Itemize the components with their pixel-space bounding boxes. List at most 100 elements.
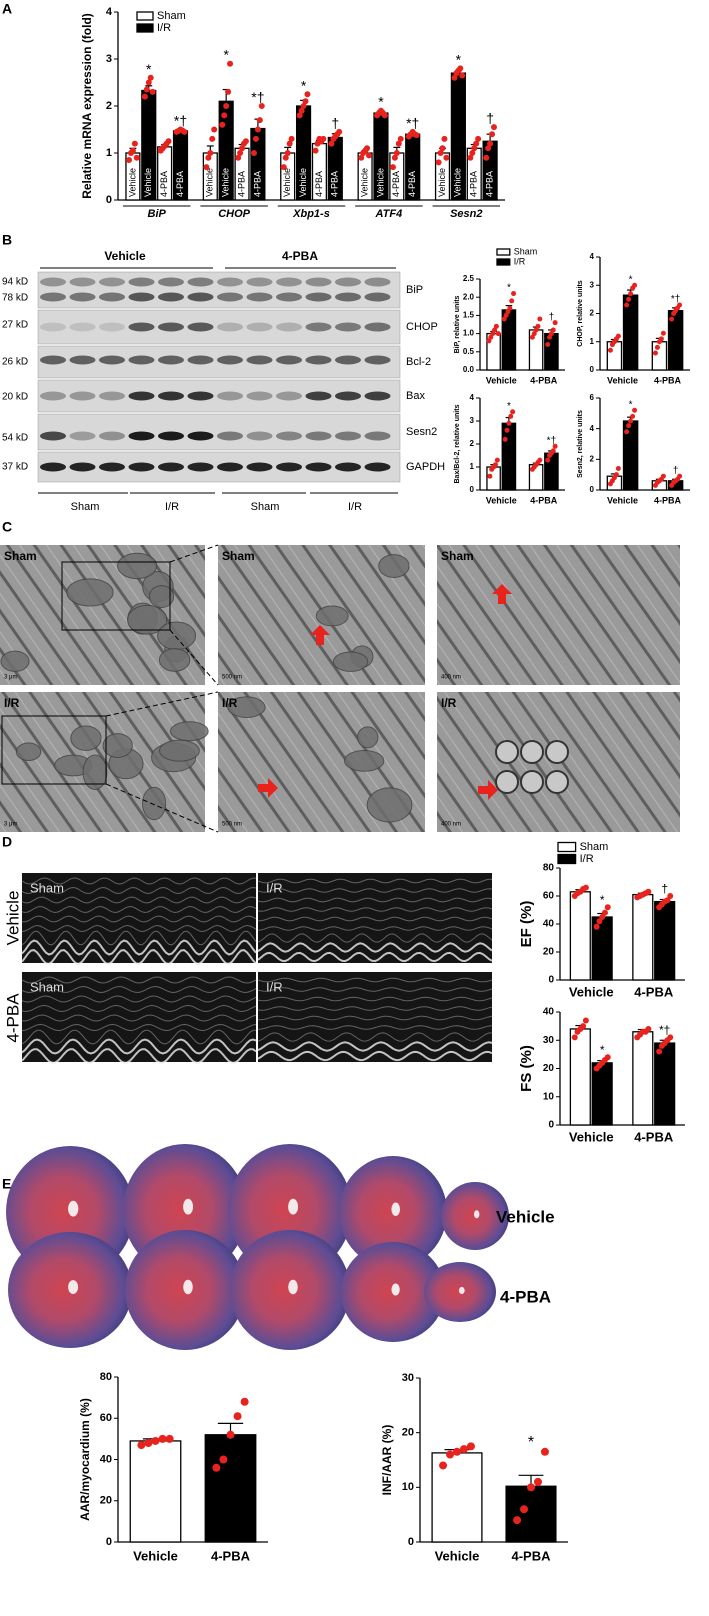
- mitochondrion: [378, 554, 410, 578]
- lumen: [183, 1279, 193, 1295]
- data-point: [441, 135, 448, 142]
- echo-trace: [21, 1004, 257, 1013]
- mitochondrion: [15, 742, 42, 762]
- data-point: [165, 1434, 174, 1443]
- y-tick-label: 10: [402, 1481, 414, 1493]
- echo-label: Sham: [30, 880, 64, 895]
- data-point: [129, 147, 136, 154]
- data-point: [391, 154, 398, 161]
- blot-band: [69, 355, 96, 365]
- panel-label: C: [2, 519, 12, 535]
- scale-bar: 400 nm: [441, 675, 461, 681]
- significance: *†: [406, 115, 419, 131]
- y-axis-label: Bax/Bcl-2, relative units: [454, 404, 461, 483]
- mitochondrion: [366, 787, 413, 823]
- significance: *: [629, 399, 633, 410]
- data-point: [233, 1412, 242, 1421]
- y-tick-label: 80: [543, 863, 555, 874]
- blot-band: [217, 355, 243, 365]
- bar: [544, 332, 559, 371]
- zoom-line: [105, 783, 219, 833]
- data-point: [645, 888, 652, 895]
- data-point: [660, 473, 666, 479]
- x-tick-label: 4-PBA: [634, 1129, 674, 1144]
- significance: *†: [547, 435, 556, 446]
- echo-trace: [21, 1029, 257, 1045]
- echo-trace: [21, 1048, 257, 1064]
- y-tick-label: 10: [543, 1091, 555, 1102]
- significance: *: [301, 77, 307, 93]
- blot-band: [276, 391, 302, 401]
- data-point: [239, 145, 246, 152]
- data-point: [540, 1447, 549, 1456]
- data-point: [212, 1463, 221, 1472]
- data-point: [252, 135, 259, 142]
- y-tick-label: 1.0: [463, 329, 475, 338]
- data-point: [459, 1445, 468, 1454]
- blot-band: [276, 292, 302, 302]
- data-point: [654, 344, 660, 350]
- data-point: [137, 1441, 146, 1450]
- data-point: [537, 316, 543, 322]
- data-point: [149, 88, 156, 95]
- echo-trace: [21, 995, 257, 1003]
- bar-label: Vehicle: [205, 168, 215, 197]
- bar-label: 4-PBA: [175, 171, 185, 197]
- significance: †: [673, 465, 679, 476]
- bar-label: 4-PBA: [484, 171, 494, 197]
- scale-bar: 3 μm: [4, 822, 17, 828]
- bar: [129, 1440, 182, 1543]
- lumen: [68, 1280, 79, 1295]
- data-point: [205, 154, 212, 161]
- data-point: [147, 74, 154, 81]
- blot-band: [305, 462, 332, 472]
- scale-bar: 3 μm: [4, 675, 17, 681]
- legend-swatch: [557, 841, 577, 853]
- vacuole: [545, 740, 569, 764]
- echo-trace: [257, 1050, 493, 1062]
- y-axis-label: Sesn2, relative units: [577, 410, 584, 478]
- echo-label: I/R: [266, 979, 283, 994]
- mitochondrion: [357, 726, 379, 749]
- blot-band: [364, 462, 391, 472]
- blot-band: [276, 431, 302, 441]
- data-point: [630, 413, 636, 419]
- x-tick-label: Xbp1-s: [292, 208, 330, 220]
- data-point: [628, 418, 634, 424]
- data-point: [667, 1034, 674, 1041]
- echo-trace: [257, 1041, 493, 1052]
- data-point: [126, 157, 133, 164]
- y-tick-label: 40: [100, 1453, 112, 1465]
- y-tick-label: 2: [106, 100, 112, 112]
- echo-label: I/R: [266, 880, 283, 895]
- data-point: [677, 473, 683, 479]
- zoom-line: [169, 629, 219, 686]
- kd-marker: 78 kD: [2, 293, 28, 304]
- significance: *: [507, 401, 511, 412]
- kd-marker: 27 kD: [2, 320, 28, 331]
- vacuole: [520, 770, 544, 794]
- data-point: [280, 164, 287, 171]
- significance: *: [456, 51, 462, 67]
- data-point: [667, 893, 674, 899]
- blot-band: [69, 322, 96, 332]
- mitochondrion: [315, 605, 349, 627]
- blot-band: [187, 277, 214, 287]
- blot-band: [335, 322, 361, 332]
- y-tick-label: 2: [470, 439, 475, 448]
- x-tick-label: Vehicle: [435, 1548, 480, 1563]
- y-tick-label: 0: [548, 1120, 554, 1131]
- x-tick-label: 4-PBA: [654, 495, 682, 505]
- y-tick-label: 20: [543, 1063, 555, 1074]
- y-tick-label: 0.5: [463, 347, 475, 356]
- y-axis-label: Relative mRNA expression (fold): [80, 13, 94, 199]
- echo-trace: [257, 942, 493, 953]
- vacuole: [520, 740, 544, 764]
- data-point: [485, 145, 492, 152]
- protein-label: Bcl-2: [406, 356, 431, 368]
- data-point: [494, 457, 500, 463]
- y-tick-label: 3: [470, 416, 475, 425]
- heart-row: 4-PBA: [500, 1287, 551, 1306]
- vacuole: [545, 770, 569, 794]
- bar: [569, 1028, 591, 1126]
